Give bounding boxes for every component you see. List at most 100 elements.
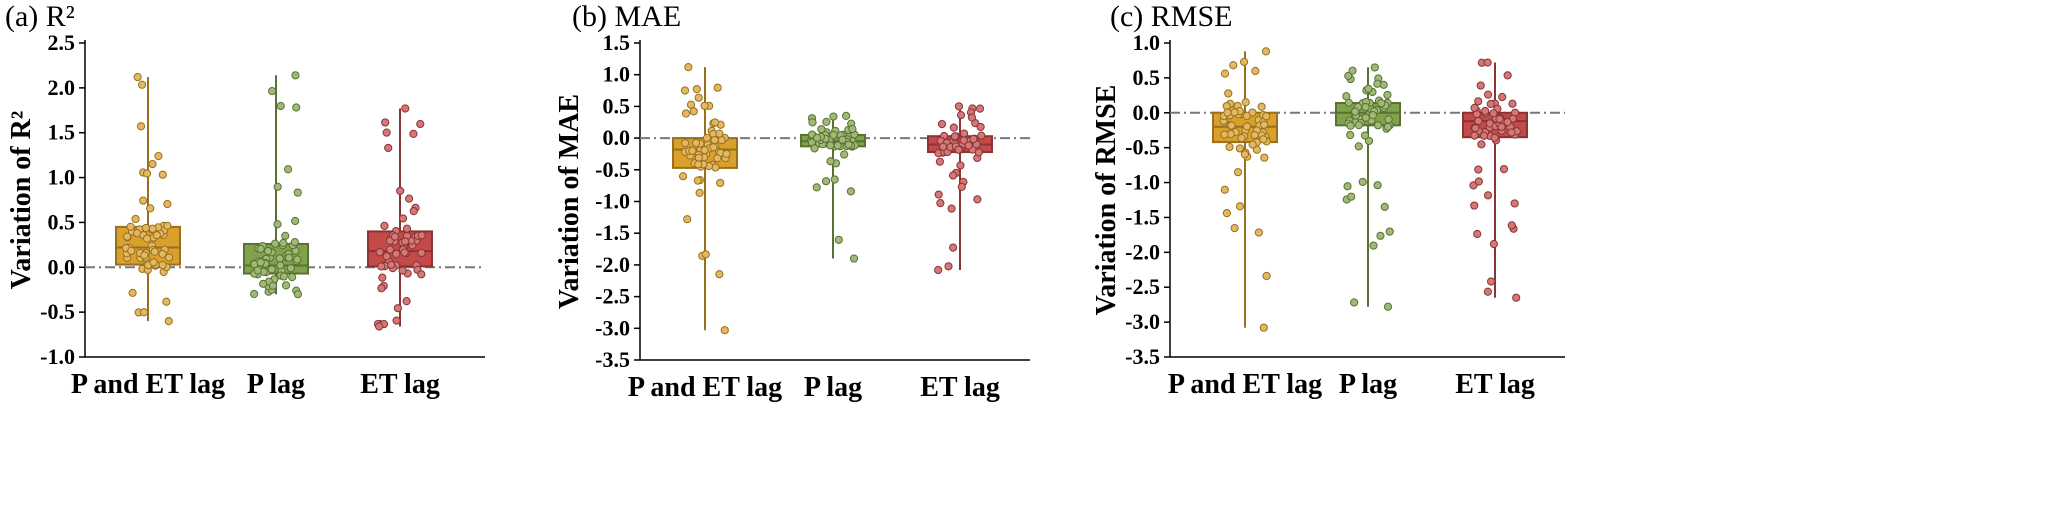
data-point xyxy=(1222,209,1231,218)
data-point xyxy=(1360,131,1370,140)
y-tick-label: 2.0 xyxy=(48,75,76,100)
x-tick-label: P lag xyxy=(1339,369,1397,400)
data-point xyxy=(139,196,148,205)
data-point xyxy=(1497,122,1506,131)
data-point xyxy=(689,107,698,116)
data-point xyxy=(1220,69,1230,78)
data-point xyxy=(1229,61,1238,70)
data-point xyxy=(1230,224,1239,233)
data-point xyxy=(700,101,709,110)
data-point xyxy=(1350,298,1359,307)
x-tick-label: P and ET lag xyxy=(71,369,225,400)
data-point xyxy=(392,249,401,259)
data-point xyxy=(1251,66,1260,76)
data-point xyxy=(1498,92,1507,102)
data-point xyxy=(384,143,393,153)
data-point xyxy=(976,122,985,132)
data-point xyxy=(1473,229,1482,239)
data-point xyxy=(701,250,710,259)
y-tick-label: -0.5 xyxy=(40,299,75,324)
data-point xyxy=(126,222,135,231)
data-point xyxy=(949,123,958,132)
data-point xyxy=(1262,271,1271,281)
y-tick-label: -1.0 xyxy=(1125,170,1160,195)
data-point xyxy=(417,270,426,279)
data-point xyxy=(710,118,720,127)
data-point xyxy=(834,235,843,244)
data-point xyxy=(279,272,288,281)
data-point xyxy=(944,262,953,271)
data-point xyxy=(956,111,966,120)
data-point xyxy=(291,71,300,80)
data-point xyxy=(148,159,157,169)
data-point xyxy=(382,252,391,261)
data-point xyxy=(141,223,150,233)
data-point xyxy=(950,132,959,141)
data-point xyxy=(949,243,958,252)
y-tick-label: -0.5 xyxy=(595,157,630,182)
data-point xyxy=(684,62,693,72)
data-point xyxy=(1242,122,1251,131)
data-point xyxy=(275,254,284,263)
data-point xyxy=(380,221,389,230)
data-point xyxy=(840,150,849,159)
data-point xyxy=(288,273,297,282)
data-point xyxy=(1250,131,1259,140)
data-point xyxy=(846,187,856,196)
x-tick-label: P and ET lag xyxy=(1168,369,1322,400)
panel-title: (a) R² xyxy=(5,0,75,33)
data-point xyxy=(722,149,731,158)
data-point xyxy=(417,248,426,258)
data-point xyxy=(267,265,276,274)
data-point xyxy=(273,220,282,229)
data-point xyxy=(1499,164,1509,174)
data-point xyxy=(678,172,688,181)
data-point xyxy=(1470,131,1479,140)
data-point xyxy=(286,264,295,273)
data-point xyxy=(409,129,418,139)
data-point xyxy=(1260,120,1269,129)
box-p-lag xyxy=(800,111,866,263)
y-tick-label: 1.0 xyxy=(48,165,76,190)
data-point xyxy=(700,146,709,155)
box-et-lag xyxy=(1462,58,1528,302)
data-point xyxy=(392,316,401,325)
data-point xyxy=(1481,106,1490,116)
panel-1: (a) R² Variation of R² -1.0 -0.5 0.0 0.5 1.0 1.… xyxy=(5,0,485,400)
data-point xyxy=(264,246,273,256)
data-point xyxy=(386,245,395,254)
y-axis-label: Variation of MAE xyxy=(554,94,585,309)
data-point xyxy=(1348,66,1357,75)
x-tick-label: ET lag xyxy=(920,372,1000,403)
x-tick-label: P and ET lag xyxy=(628,372,782,403)
data-point xyxy=(710,135,719,145)
data-point xyxy=(133,72,142,82)
data-point xyxy=(131,214,140,224)
data-point xyxy=(956,161,965,170)
data-point xyxy=(281,231,290,240)
data-point xyxy=(375,248,384,257)
data-point xyxy=(152,231,161,240)
data-point xyxy=(1240,57,1249,66)
data-point xyxy=(713,154,722,163)
data-point xyxy=(1259,135,1268,144)
data-point xyxy=(826,141,835,150)
data-point xyxy=(1489,109,1498,118)
data-point xyxy=(1380,202,1389,211)
data-point xyxy=(1347,192,1356,201)
data-point xyxy=(693,176,702,185)
data-point xyxy=(1470,201,1479,210)
data-point xyxy=(381,118,390,127)
data-point xyxy=(377,262,386,271)
data-point xyxy=(934,190,943,199)
y-tick-label: -3.5 xyxy=(595,347,630,372)
data-point xyxy=(935,157,945,166)
data-point xyxy=(694,93,703,102)
data-point xyxy=(158,261,167,270)
data-point xyxy=(957,182,966,191)
data-point xyxy=(1227,121,1236,130)
y-tick-label: -3.5 xyxy=(1125,344,1160,369)
data-point xyxy=(154,152,163,161)
data-point xyxy=(1483,287,1492,296)
